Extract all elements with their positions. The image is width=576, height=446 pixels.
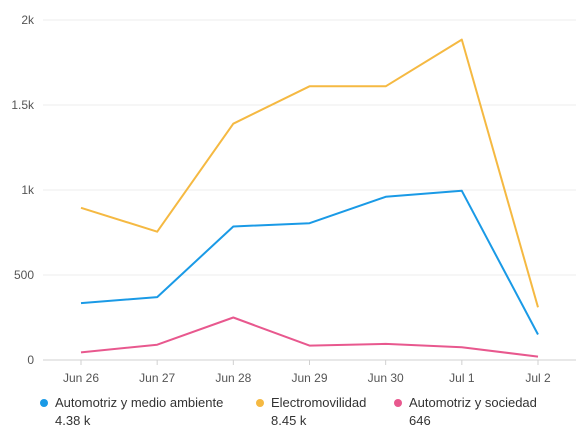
legend-label: Automotriz y medio ambiente: [55, 395, 224, 410]
legend-label: Automotriz y sociedad: [409, 395, 537, 410]
legend-item-electromovilidad[interactable]: Electromovilidad 8.45 k: [256, 395, 366, 428]
y-tick-label: 500: [14, 268, 34, 282]
legend-total: 4.38 k: [55, 413, 91, 428]
series-line-1[interactable]: [80, 38, 539, 308]
x-tick-label: Jul 2: [525, 371, 551, 385]
legend-item-automotriz-sociedad[interactable]: Automotriz y sociedad 646: [394, 395, 537, 428]
y-tick-label: 0: [27, 353, 34, 367]
x-tick-label: Jun 27: [139, 371, 175, 385]
x-tick-label: Jun 28: [215, 371, 251, 385]
legend-total: 8.45 k: [271, 413, 307, 428]
series-line-2[interactable]: [80, 316, 539, 358]
y-tick-label: 1.5k: [11, 98, 35, 112]
y-tick-label: 1k: [21, 183, 35, 197]
x-tick-label: Jun 29: [291, 371, 327, 385]
legend-dot-icon: [394, 398, 402, 407]
y-axis: 0 500 1k 1.5k 2k: [11, 13, 35, 367]
x-tick-label: Jun 30: [368, 371, 404, 385]
legend-item-automotriz-medio-ambiente[interactable]: Automotriz y medio ambiente 4.38 k: [40, 395, 223, 428]
x-tick-label: Jun 26: [63, 371, 99, 385]
legend-total: 646: [409, 413, 431, 428]
legend-label: Electromovilidad: [271, 395, 367, 410]
series-lines: [80, 38, 539, 358]
series-line-0[interactable]: [80, 189, 539, 335]
y-tick-label: 2k: [21, 13, 35, 27]
legend-dot-icon: [40, 398, 48, 407]
x-axis: Jun 26 Jun 27 Jun 28 Jun 29 Jun 30 Jul 1 Jul 2: [63, 360, 551, 385]
legend-dot-icon: [256, 398, 264, 407]
x-tick-label: Jul 1: [449, 371, 475, 385]
legend: Automotriz y medio ambiente 4.38 k Elect…: [40, 395, 570, 439]
grid-lines: [43, 19, 576, 361]
